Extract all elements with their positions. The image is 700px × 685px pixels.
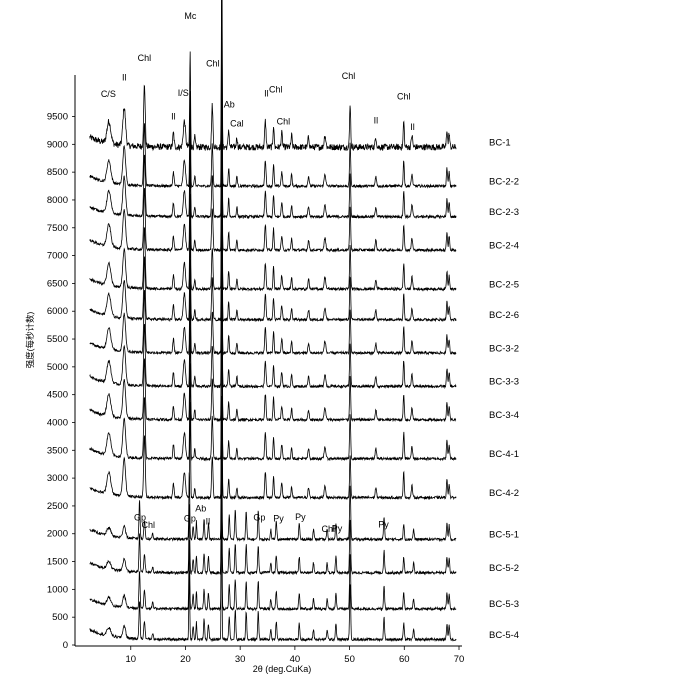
sample-label: BC-5-2 <box>489 563 519 574</box>
peak-label: Il <box>122 72 127 82</box>
peak-label: Il <box>206 516 211 526</box>
peak-label: Il <box>264 88 269 98</box>
peak-label: Py <box>273 514 284 524</box>
peak-label: Py <box>378 520 389 530</box>
peak-label: Chl <box>138 53 152 63</box>
xrd-trace <box>89 107 457 323</box>
sample-label: BC-2-5 <box>489 279 519 290</box>
x-ticks: 10 20 30 40 50 60 70 <box>125 646 464 665</box>
x-tick-label: 50 <box>344 654 355 665</box>
peak-label: Gp <box>253 512 265 522</box>
xrd-trace <box>89 396 457 543</box>
xrd-trace <box>89 248 457 462</box>
y-axis-label: 强度(每秒计数) <box>25 312 35 369</box>
y-tick-label: 5000 <box>47 362 68 373</box>
xrd-trace <box>89 0 457 152</box>
peak-label: Chl <box>142 520 156 530</box>
y-tick-label: 7500 <box>47 223 68 234</box>
xrd-trace <box>89 39 457 253</box>
sample-label: BC-2-3 <box>489 207 519 218</box>
xrd-trace <box>89 494 457 643</box>
xrd-trace <box>89 0 457 189</box>
y-tick-label: 8000 <box>47 195 68 206</box>
y-tick-label: 2500 <box>47 501 68 512</box>
y-tick-label: 500 <box>52 612 68 623</box>
sample-label: BC-4-1 <box>489 449 519 460</box>
sample-label: BC-4-2 <box>489 488 519 499</box>
x-tick-label: 20 <box>180 654 191 665</box>
y-tick-label: 0 <box>63 640 68 651</box>
sample-label: BC-1 <box>489 137 511 148</box>
axes <box>74 75 462 647</box>
y-tick-label: 4000 <box>47 417 68 428</box>
xrd-trace <box>89 464 457 612</box>
sample-label: BC-5-4 <box>489 630 519 641</box>
xrd-trace <box>89 286 457 501</box>
peak-label: I/S <box>178 88 189 98</box>
peak-label: Gp <box>184 514 196 524</box>
sample-label: BC-3-4 <box>489 410 519 421</box>
x-axis-label: 2θ (deg.CuKa) <box>253 664 312 674</box>
xrd-trace <box>89 207 457 423</box>
peak-label: Chl <box>321 524 335 534</box>
y-tick-label: 3000 <box>47 473 68 484</box>
y-tick-label: 8500 <box>47 167 68 178</box>
xrd-trace <box>89 428 457 576</box>
sample-label: BC-5-1 <box>489 530 519 541</box>
peak-label: Chl <box>342 71 356 81</box>
x-tick-label: 10 <box>125 654 136 665</box>
peak-label: Ab <box>224 100 235 110</box>
x-tick-label: 60 <box>399 654 410 665</box>
peak-label: Il <box>171 111 176 121</box>
peak-label: Chl <box>269 85 283 95</box>
peak-label: Ab <box>195 503 206 513</box>
sample-label: BC-5-3 <box>489 599 519 610</box>
x-tick-label: 70 <box>454 654 465 665</box>
y-tick-label: 6000 <box>47 306 68 317</box>
peak-label: Chl <box>206 58 220 68</box>
peak-label: Il <box>374 116 379 126</box>
y-tick-label: 5500 <box>47 334 68 345</box>
xrd-traces <box>89 0 457 643</box>
peak-label: C/S <box>101 89 116 99</box>
xrd-trace <box>89 142 457 356</box>
xrd-trace <box>89 4 457 220</box>
peak-label: Il <box>410 122 415 132</box>
sample-label: BC-3-3 <box>489 377 519 388</box>
peak-label: Py <box>332 524 343 534</box>
y-tick-label: 9000 <box>47 139 68 150</box>
y-ticks: 0 500 1000 1500 2000 2500 3000 3500 4000 4500 5000… <box>47 112 75 651</box>
sample-label: BC-2-2 <box>489 176 519 187</box>
sample-label: BC-2-4 <box>489 240 519 251</box>
sample-labels: BC-1 BC-2-2 BC-2-3 BC-2-4 BC-2-5 BC-2-6 BC-3-2… <box>489 137 519 640</box>
y-tick-label: 3500 <box>47 445 68 456</box>
y-tick-label: 1000 <box>47 584 68 595</box>
sample-label: BC-2-6 <box>489 310 519 321</box>
y-tick-label: 4500 <box>47 390 68 401</box>
peak-labels: C/SIlChlIlI/SMcChlQzAbCalIlChlChlChlIlCh… <box>101 11 415 534</box>
xrd-trace <box>89 76 457 292</box>
xrd-trace <box>89 174 457 390</box>
y-tick-label: 7000 <box>47 251 68 262</box>
peak-label: Gp <box>134 512 146 522</box>
y-tick-label: 1500 <box>47 557 68 568</box>
peak-label: Chl <box>397 91 411 101</box>
peak-label: Py <box>295 512 306 522</box>
peak-label: Chl <box>277 116 291 126</box>
sample-label: BC-3-2 <box>489 343 519 354</box>
x-tick-label: 40 <box>290 654 301 665</box>
x-tick-label: 30 <box>235 654 246 665</box>
peak-label: Cal <box>230 119 244 129</box>
peak-label: Mc <box>184 11 196 21</box>
y-tick-label: 9500 <box>47 112 68 123</box>
y-tick-label: 6500 <box>47 278 68 289</box>
y-tick-label: 2000 <box>47 529 68 540</box>
